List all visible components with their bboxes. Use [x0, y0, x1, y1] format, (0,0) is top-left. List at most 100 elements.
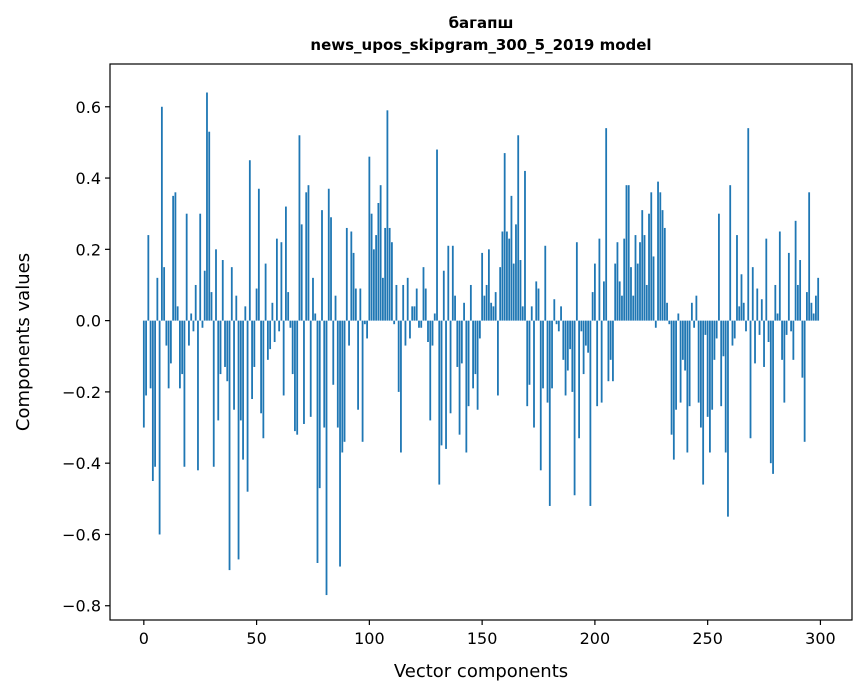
bar-component-112: [395, 284, 398, 321]
y-tick-label: −0.2: [62, 383, 101, 402]
bar-component-282: [778, 231, 781, 321]
bar-component-138: [454, 295, 456, 321]
bar-component-176: [539, 320, 542, 471]
bar-component-53: [262, 320, 265, 439]
bar-component-162: [508, 238, 511, 321]
bar-component-75: [312, 277, 314, 321]
bar-component-248: [702, 320, 705, 485]
bar-component-63: [285, 206, 287, 321]
bar-component-81: [325, 320, 328, 596]
bar-component-208: [612, 320, 614, 382]
bar-component-62: [282, 320, 285, 396]
bar-component-67: [294, 320, 296, 432]
plot-frame: [109, 63, 853, 621]
bar-component-276: [765, 238, 768, 321]
bar-component-27: [203, 270, 206, 321]
bar-component-45: [244, 306, 247, 321]
bar-component-120: [413, 306, 416, 321]
x-axis-label: Vector components: [394, 661, 568, 682]
bar-component-95: [357, 320, 359, 410]
bar-component-147: [474, 320, 477, 375]
bar-component-221: [641, 210, 644, 321]
bar-component-184: [557, 320, 560, 332]
bar-component-207: [609, 320, 612, 360]
bar-component-181: [551, 320, 553, 389]
y-tick-label: 0.4: [76, 169, 101, 188]
bar-component-245: [695, 295, 698, 321]
bar-component-212: [621, 295, 623, 321]
bar-component-143: [465, 320, 468, 453]
bar-component-178: [544, 245, 547, 321]
bar-component-118: [409, 320, 411, 339]
bar-component-227: [654, 320, 657, 328]
bar-component-260: [729, 185, 732, 321]
bar-component-125: [424, 288, 427, 321]
bar-component-87: [339, 320, 341, 567]
y-tick-label: 0.0: [76, 312, 101, 331]
bar-component-91: [348, 320, 350, 346]
bar-component-281: [776, 313, 779, 321]
bar-component-203: [600, 320, 603, 403]
bar-component-155: [492, 306, 495, 321]
bar-component-216: [630, 267, 632, 321]
bar-component-243: [690, 302, 693, 321]
bar-component-104: [377, 203, 380, 321]
bar-component-236: [675, 320, 677, 410]
bar-component-283: [781, 320, 783, 360]
bar-component-261: [731, 320, 734, 346]
bar-component-180: [548, 320, 551, 506]
bar-component-250: [706, 320, 709, 417]
bar-component-171: [528, 320, 531, 385]
bar-component-74: [309, 320, 312, 417]
bar-component-251: [709, 320, 711, 453]
bar-component-29: [208, 131, 211, 321]
bar-component-133: [442, 270, 445, 321]
bar-component-148: [476, 320, 479, 410]
bar-component-6: [156, 277, 159, 321]
bar-component-241: [686, 320, 689, 453]
bar-component-188: [566, 320, 569, 371]
bar-component-10: [165, 320, 168, 346]
bar-component-22: [192, 320, 195, 332]
bar-component-111: [393, 320, 396, 325]
bar-component-86: [336, 320, 339, 428]
bar-component-246: [697, 320, 700, 403]
bar-component-132: [440, 320, 443, 446]
bar-component-165: [515, 224, 517, 321]
bar-component-106: [381, 277, 384, 321]
bar-component-285: [785, 320, 788, 335]
bar-component-40: [233, 320, 235, 410]
bar-component-24: [197, 320, 199, 471]
bar-component-158: [499, 267, 502, 321]
bar-component-175: [537, 288, 540, 321]
bar-component-287: [790, 320, 792, 332]
bar-component-61: [280, 242, 283, 321]
bar-component-159: [501, 231, 504, 321]
bar-component-51: [257, 188, 260, 321]
bar-component-32: [215, 249, 217, 321]
bar-component-238: [679, 320, 682, 403]
bar-component-268: [747, 128, 750, 321]
bar-component-19: [185, 213, 188, 321]
bar-component-275: [763, 320, 765, 367]
bar-component-270: [751, 267, 754, 321]
bar-component-274: [760, 299, 763, 321]
bar-component-292: [801, 320, 804, 378]
bar-component-193: [578, 320, 580, 439]
bar-component-8: [160, 106, 163, 321]
bar-component-225: [650, 192, 653, 321]
bar-component-66: [291, 320, 294, 375]
bar-component-15: [176, 306, 179, 321]
bar-component-255: [718, 213, 720, 321]
bar-component-144: [467, 320, 470, 407]
bar-component-82: [327, 188, 330, 321]
bar-component-170: [526, 320, 529, 407]
bar-component-108: [386, 110, 389, 321]
bar-component-98: [363, 320, 366, 325]
bar-component-277: [767, 320, 770, 342]
bar-component-299: [817, 277, 820, 321]
bar-component-196: [584, 320, 587, 346]
bar-component-192: [575, 242, 578, 321]
bar-component-13: [172, 195, 175, 321]
bar-component-117: [406, 277, 409, 321]
